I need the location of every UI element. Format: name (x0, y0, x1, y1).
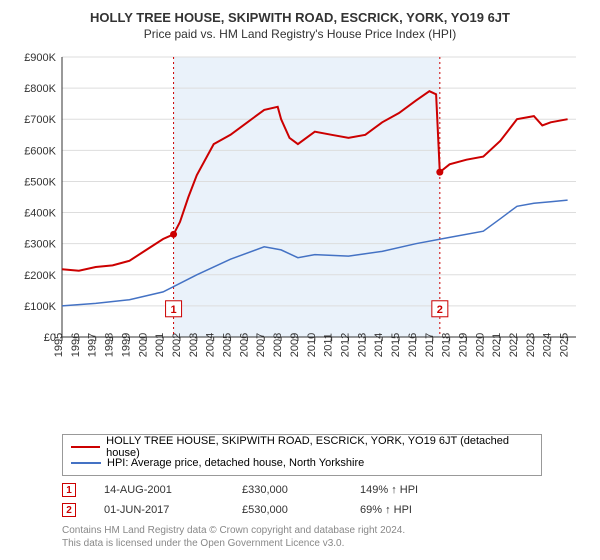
sale-price: £530,000 (242, 504, 332, 516)
footnote: Contains HM Land Registry data © Crown c… (62, 524, 586, 550)
svg-text:1999: 1999 (120, 333, 132, 357)
sale-marker: 2 (62, 503, 76, 517)
svg-text:1997: 1997 (87, 333, 99, 357)
svg-text:1996: 1996 (70, 333, 82, 357)
svg-text:2003: 2003 (188, 333, 200, 357)
svg-text:2020: 2020 (474, 333, 486, 357)
svg-text:1998: 1998 (104, 333, 116, 357)
svg-text:2009: 2009 (289, 333, 301, 357)
svg-text:2015: 2015 (390, 333, 402, 357)
sale-delta: 69% ↑ HPI (360, 504, 450, 516)
svg-text:2006: 2006 (238, 333, 250, 357)
svg-text:1: 1 (171, 304, 177, 316)
svg-text:1995: 1995 (53, 333, 65, 357)
svg-text:£500K: £500K (24, 176, 56, 188)
sale-delta: 149% ↑ HPI (360, 484, 450, 496)
sale-date: 14-AUG-2001 (104, 484, 214, 496)
svg-text:£400K: £400K (24, 208, 56, 220)
svg-text:£700K: £700K (24, 114, 56, 126)
sale-price: £330,000 (242, 484, 332, 496)
legend-swatch (71, 462, 101, 464)
svg-text:2013: 2013 (356, 333, 368, 357)
svg-text:2004: 2004 (205, 333, 217, 357)
svg-text:2001: 2001 (154, 333, 166, 357)
svg-text:£300K: £300K (24, 239, 56, 251)
svg-text:2012: 2012 (339, 333, 351, 357)
svg-text:2016: 2016 (407, 333, 419, 357)
svg-text:£900K: £900K (24, 52, 56, 64)
sale-row: 2 01-JUN-2017 £530,000 69% ↑ HPI (62, 500, 586, 520)
chart-subtitle: Price paid vs. HM Land Registry's House … (14, 27, 586, 41)
svg-text:2019: 2019 (457, 333, 469, 357)
legend-swatch (71, 446, 100, 448)
sale-marker: 1 (62, 483, 76, 497)
sales-table: 1 14-AUG-2001 £330,000 149% ↑ HPI 2 01-JUN-20… (62, 480, 586, 520)
svg-text:2017: 2017 (424, 333, 436, 357)
legend-label: HOLLY TREE HOUSE, SKIPWITH ROAD, ESCRICK… (106, 435, 533, 459)
svg-text:2024: 2024 (542, 333, 554, 357)
svg-text:2014: 2014 (373, 333, 385, 357)
svg-text:2007: 2007 (255, 333, 267, 357)
svg-text:£800K: £800K (24, 83, 56, 95)
svg-text:2022: 2022 (508, 333, 520, 357)
svg-text:£200K: £200K (24, 270, 56, 282)
svg-text:2008: 2008 (272, 333, 284, 357)
svg-text:2021: 2021 (491, 333, 503, 357)
chart-title: HOLLY TREE HOUSE, SKIPWITH ROAD, ESCRICK… (14, 10, 586, 25)
svg-text:2002: 2002 (171, 333, 183, 357)
svg-text:2023: 2023 (525, 333, 537, 357)
svg-text:£600K: £600K (24, 145, 56, 157)
chart-svg: £0£100K£200K£300K£400K£500K£600K£700K£80… (14, 47, 586, 377)
svg-text:2: 2 (437, 304, 443, 316)
svg-text:2005: 2005 (222, 333, 234, 357)
legend-label: HPI: Average price, detached house, Nort… (107, 457, 364, 469)
legend: HOLLY TREE HOUSE, SKIPWITH ROAD, ESCRICK… (62, 434, 542, 476)
footnote-line: This data is licensed under the Open Gov… (62, 537, 586, 550)
footnote-line: Contains HM Land Registry data © Crown c… (62, 524, 586, 537)
svg-text:2010: 2010 (306, 333, 318, 357)
svg-text:2011: 2011 (323, 333, 335, 357)
legend-item: HOLLY TREE HOUSE, SKIPWITH ROAD, ESCRICK… (71, 439, 533, 455)
svg-text:2000: 2000 (137, 333, 149, 357)
sale-date: 01-JUN-2017 (104, 504, 214, 516)
svg-text:2018: 2018 (441, 333, 453, 357)
svg-text:2025: 2025 (559, 333, 571, 357)
chart: £0£100K£200K£300K£400K£500K£600K£700K£80… (14, 47, 586, 428)
svg-text:£100K: £100K (24, 301, 56, 313)
sale-row: 1 14-AUG-2001 £330,000 149% ↑ HPI (62, 480, 586, 500)
